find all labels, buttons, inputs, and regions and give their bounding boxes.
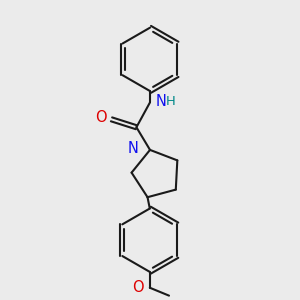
Text: O: O	[133, 280, 144, 295]
Text: N: N	[156, 94, 167, 109]
Text: O: O	[95, 110, 107, 124]
Text: N: N	[128, 141, 139, 156]
Text: H: H	[166, 95, 175, 108]
